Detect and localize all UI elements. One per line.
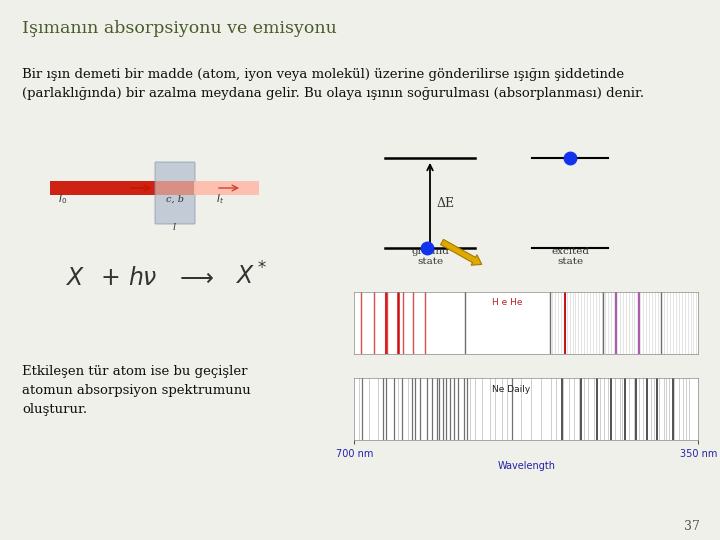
Text: $X^*$: $X^*$ [235, 263, 267, 290]
Text: H e He: H e He [492, 298, 523, 307]
X-axis label: Wavelength: Wavelength [498, 461, 555, 470]
Bar [194, 181, 259, 195]
Bar [156, 181, 194, 195]
FancyBboxPatch shape [155, 162, 195, 224]
Text: atomun absorpsiyon spektrumunu: atomun absorpsiyon spektrumunu [22, 384, 251, 397]
Text: (parlaklığında) bir azalma meydana gelir. Bu olaya ışının soğurulması (absorplan: (parlaklığında) bir azalma meydana gelir… [22, 87, 644, 100]
Text: $I_0$: $I_0$ [58, 192, 67, 206]
Text: $I_t$: $I_t$ [216, 192, 224, 206]
Text: $h\nu$: $h\nu$ [128, 267, 158, 290]
FancyArrow shape [441, 239, 482, 265]
Text: 37: 37 [684, 520, 700, 533]
Text: $X$: $X$ [65, 267, 85, 290]
Text: Bir ışın demeti bir madde (atom, iyon veya molekül) üzerine gönderilirse ışığın : Bir ışın demeti bir madde (atom, iyon ve… [22, 68, 624, 81]
Text: Işımanın absorpsiyonu ve emisyonu: Işımanın absorpsiyonu ve emisyonu [22, 20, 337, 37]
Bar [50, 181, 156, 195]
Text: Etkileşen tür atom ise bu geçişler: Etkileşen tür atom ise bu geçişler [22, 365, 248, 378]
Text: c, b: c, b [166, 195, 184, 204]
Text: oluşturur.: oluşturur. [22, 403, 87, 416]
Text: excited
state: excited state [551, 247, 589, 266]
Text: $+$: $+$ [100, 267, 120, 290]
Text: ground
state: ground state [411, 247, 449, 266]
Text: Ne Daily: Ne Daily [492, 384, 530, 394]
Text: ΔE: ΔE [437, 197, 455, 210]
Text: $\longrightarrow$: $\longrightarrow$ [175, 267, 215, 290]
Text: l: l [173, 223, 176, 232]
